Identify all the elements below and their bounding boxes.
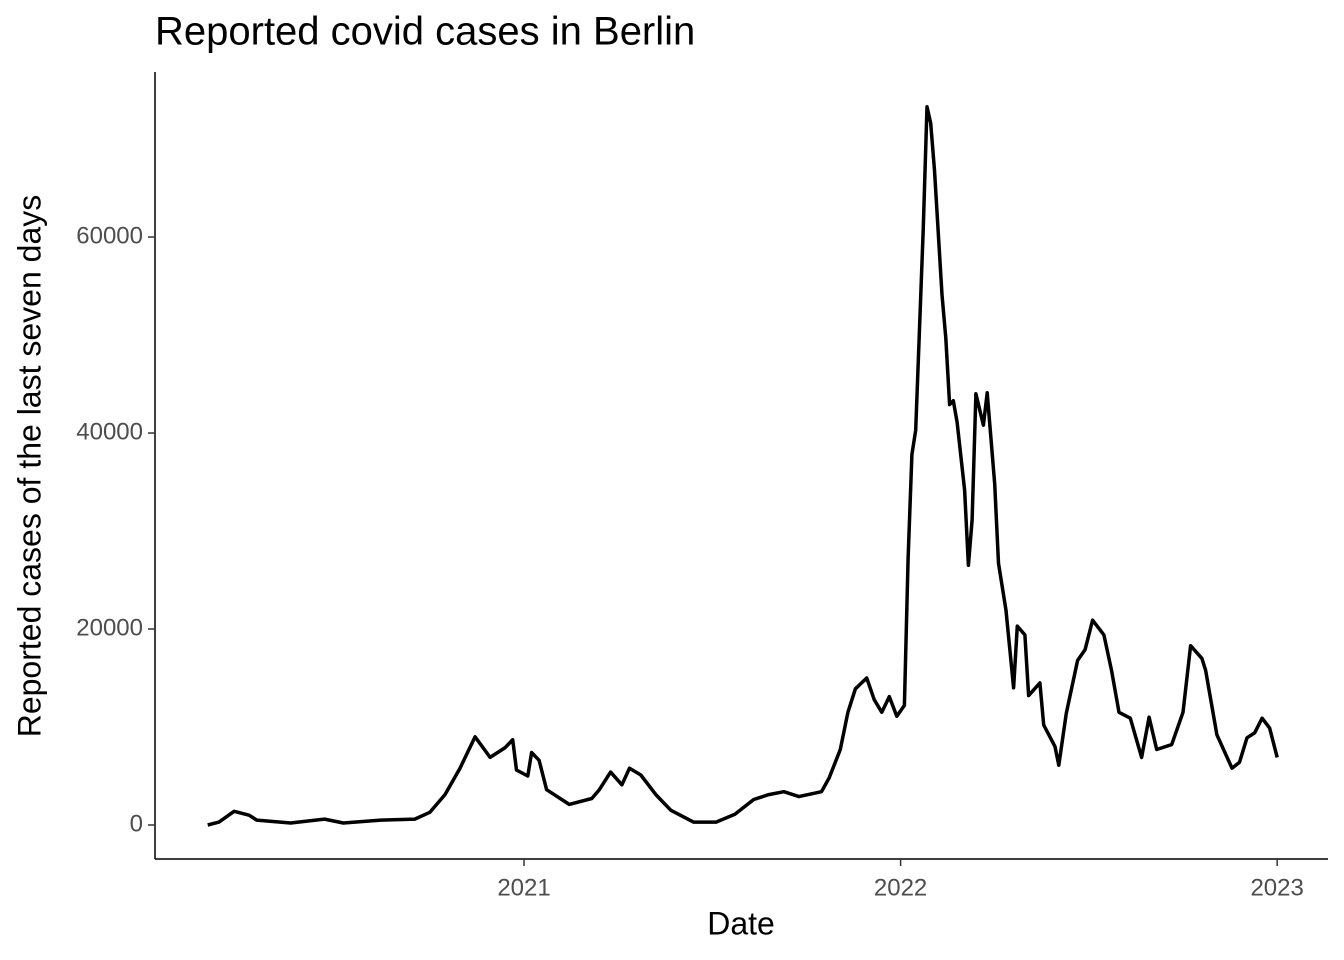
x-tick-label: 2022 <box>874 874 927 901</box>
y-tick-label: 0 <box>130 810 143 837</box>
chart-title: Reported covid cases in Berlin <box>155 10 695 54</box>
y-tick-label: 20000 <box>76 614 143 641</box>
x-tick-label: 2021 <box>497 874 550 901</box>
x-axis-label: Date <box>707 905 775 941</box>
y-tick-label: 40000 <box>76 418 143 445</box>
data-line <box>207 104 1279 827</box>
x-tick-label: 2023 <box>1250 874 1303 901</box>
y-tick-label: 60000 <box>76 222 143 249</box>
y-axis-label: Reported cases of the last seven days <box>11 195 47 738</box>
